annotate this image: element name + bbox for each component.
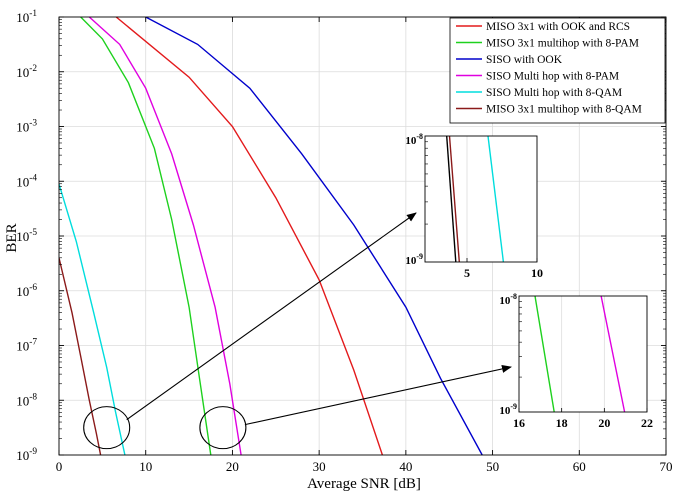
zoom-ellipse [199, 406, 247, 450]
inset-y-tick-label: 10-8 [405, 132, 423, 147]
inset-plot: 5 10 10-8 10-9 [405, 132, 543, 280]
inset-plot: 16 18 20 22 10-8 10-9 [499, 292, 653, 430]
y-tick-label: 10-1 [16, 9, 37, 25]
series-line [80, 17, 212, 455]
inset-frame [424, 135, 538, 263]
series-line [145, 17, 483, 455]
inset-background [425, 136, 537, 262]
legend-entry: SISO Multi hop with 8-QAM [486, 87, 622, 99]
legend-entry: SISO Multi hop with 8-PAM [486, 71, 619, 83]
inset-x-tick-label: 10 [531, 266, 543, 280]
inset-series-line [534, 295, 555, 413]
inset-x-tick-label: 16 [513, 416, 525, 430]
y-tick-label: 10-9 [16, 447, 37, 463]
x-tick-label: 20 [226, 459, 239, 474]
series-line [59, 183, 126, 455]
zoom-ellipse [83, 406, 131, 450]
x-axis-label: Average SNR [dB] [307, 476, 421, 492]
y-tick-label: 10-7 [16, 338, 37, 354]
legend-entry: MISO 3x1 with OOK and RCS [486, 21, 630, 33]
x-tick-label: 10 [139, 459, 152, 474]
inset-series-line [487, 135, 505, 263]
series-group [59, 17, 483, 455]
y-tick-label: 10-5 [16, 228, 37, 244]
main-plot-area: 0 10 20 30 40 50 60 70 10-1 10-2 10-3 10-4 10-5 10-6 1… [16, 9, 672, 474]
inset-x-tick-label: 20 [598, 416, 610, 430]
inset-frame [518, 295, 648, 413]
inset-series-line [448, 135, 460, 263]
legend-entry: SISO with OOK [486, 54, 563, 66]
x-tick-label: 70 [660, 459, 673, 474]
inset-y-tick-label: 10-8 [499, 292, 517, 307]
y-tick-label: 10-8 [16, 392, 37, 408]
x-tick-label: 50 [486, 459, 499, 474]
inset-x-tick-label: 5 [464, 266, 470, 280]
x-tick-label: 0 [56, 459, 63, 474]
zoom-arrow [126, 212, 417, 421]
legend: MISO 3x1 with OOK and RCS MISO 3x1 multih… [449, 17, 666, 124]
x-tick-label: 40 [399, 459, 412, 474]
inset-x-tick-label: 18 [556, 416, 568, 430]
x-tick-label: 30 [313, 459, 326, 474]
y-tick-label: 10-6 [16, 283, 37, 299]
inset-series-line [600, 295, 626, 413]
y-tick-label: 10-3 [16, 119, 37, 135]
series-line [115, 17, 384, 455]
inset-background [519, 296, 647, 412]
inset-y-tick-label: 10-9 [499, 402, 517, 417]
inset-y-tick-label: 10-9 [405, 252, 423, 267]
zoom-arrow [244, 364, 512, 426]
series-line [59, 257, 102, 455]
y-tick-label: 10-2 [16, 64, 37, 80]
legend-entry: MISO 3x1 multihop with 8-QAM [486, 104, 642, 116]
legend-box [449, 17, 666, 124]
y-axis-label: BER [4, 223, 20, 252]
legend-entry: MISO 3x1 multihop with 8-PAM [486, 38, 639, 50]
inset-series-line [446, 135, 457, 263]
y-tick-label: 10-4 [16, 173, 37, 189]
x-tick-label: 60 [573, 459, 586, 474]
inset-x-tick-label: 22 [641, 416, 653, 430]
series-line [88, 17, 242, 455]
